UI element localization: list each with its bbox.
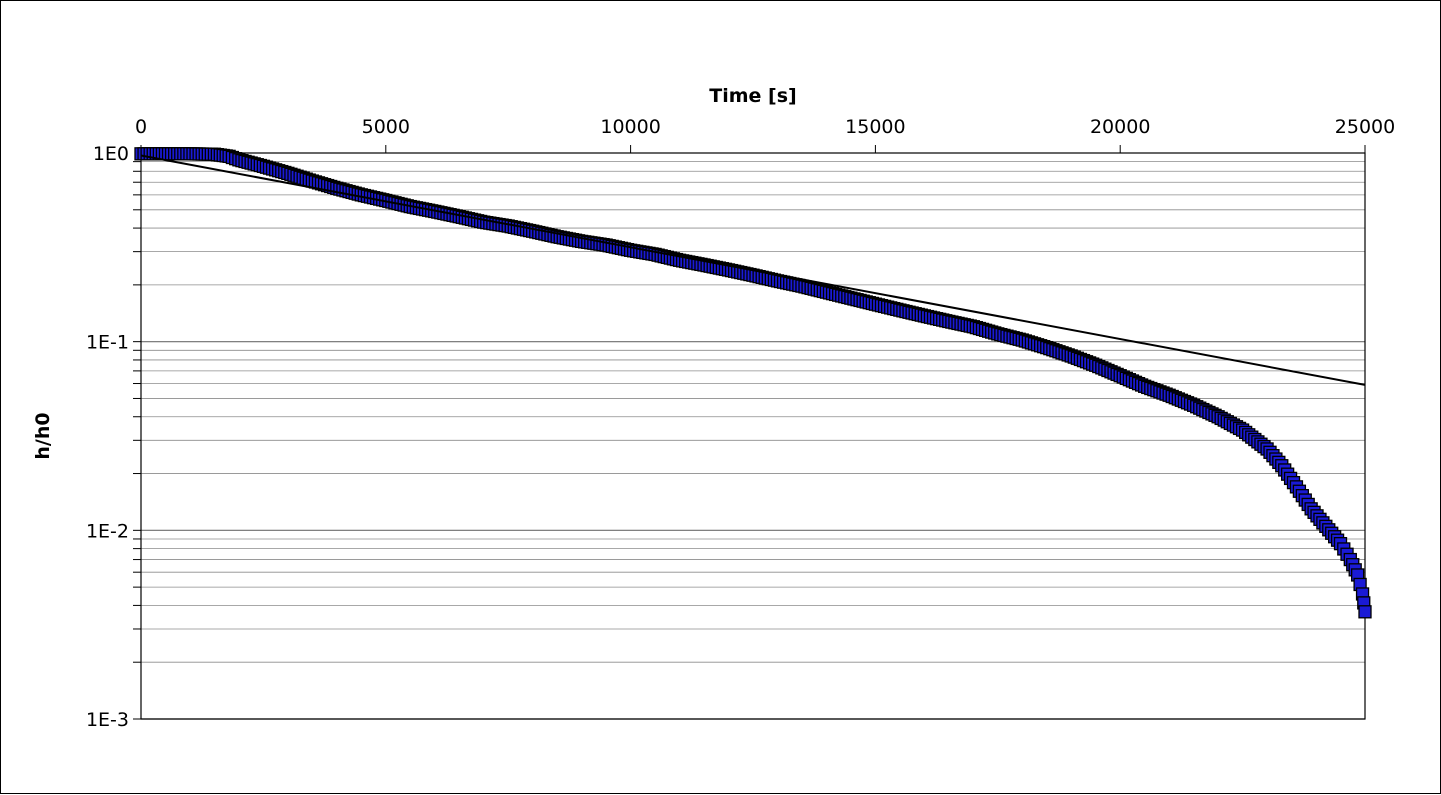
y-axis: 1E0 1E-1 1E-2 1E-3 (86, 143, 129, 731)
data-point (1358, 605, 1372, 619)
x-axis-title: Time [s] (709, 85, 796, 107)
x-tick-label: 25000 (1335, 116, 1395, 138)
fit-line (140, 154, 1366, 386)
x-tick-label: 0 (135, 116, 147, 138)
plot-area (140, 152, 1366, 720)
y-axis-title: h/h0 (32, 412, 54, 459)
x-axis: 0 5000 10000 15000 20000 25000 (135, 116, 1395, 153)
x-tick-label: 15000 (845, 116, 905, 138)
y-tick-label: 1E-2 (86, 520, 129, 542)
gridlines (133, 161, 1365, 720)
x-tick-label: 20000 (1090, 116, 1150, 138)
y-tick-label: 1E-3 (86, 709, 129, 731)
fit-lines (140, 154, 1366, 386)
y-tick-label: 1E0 (93, 143, 129, 165)
y-tick-label: 1E-1 (86, 332, 129, 354)
x-tick-label: 5000 (362, 116, 410, 138)
data-markers (134, 147, 1372, 619)
x-tick-label: 10000 (600, 116, 660, 138)
